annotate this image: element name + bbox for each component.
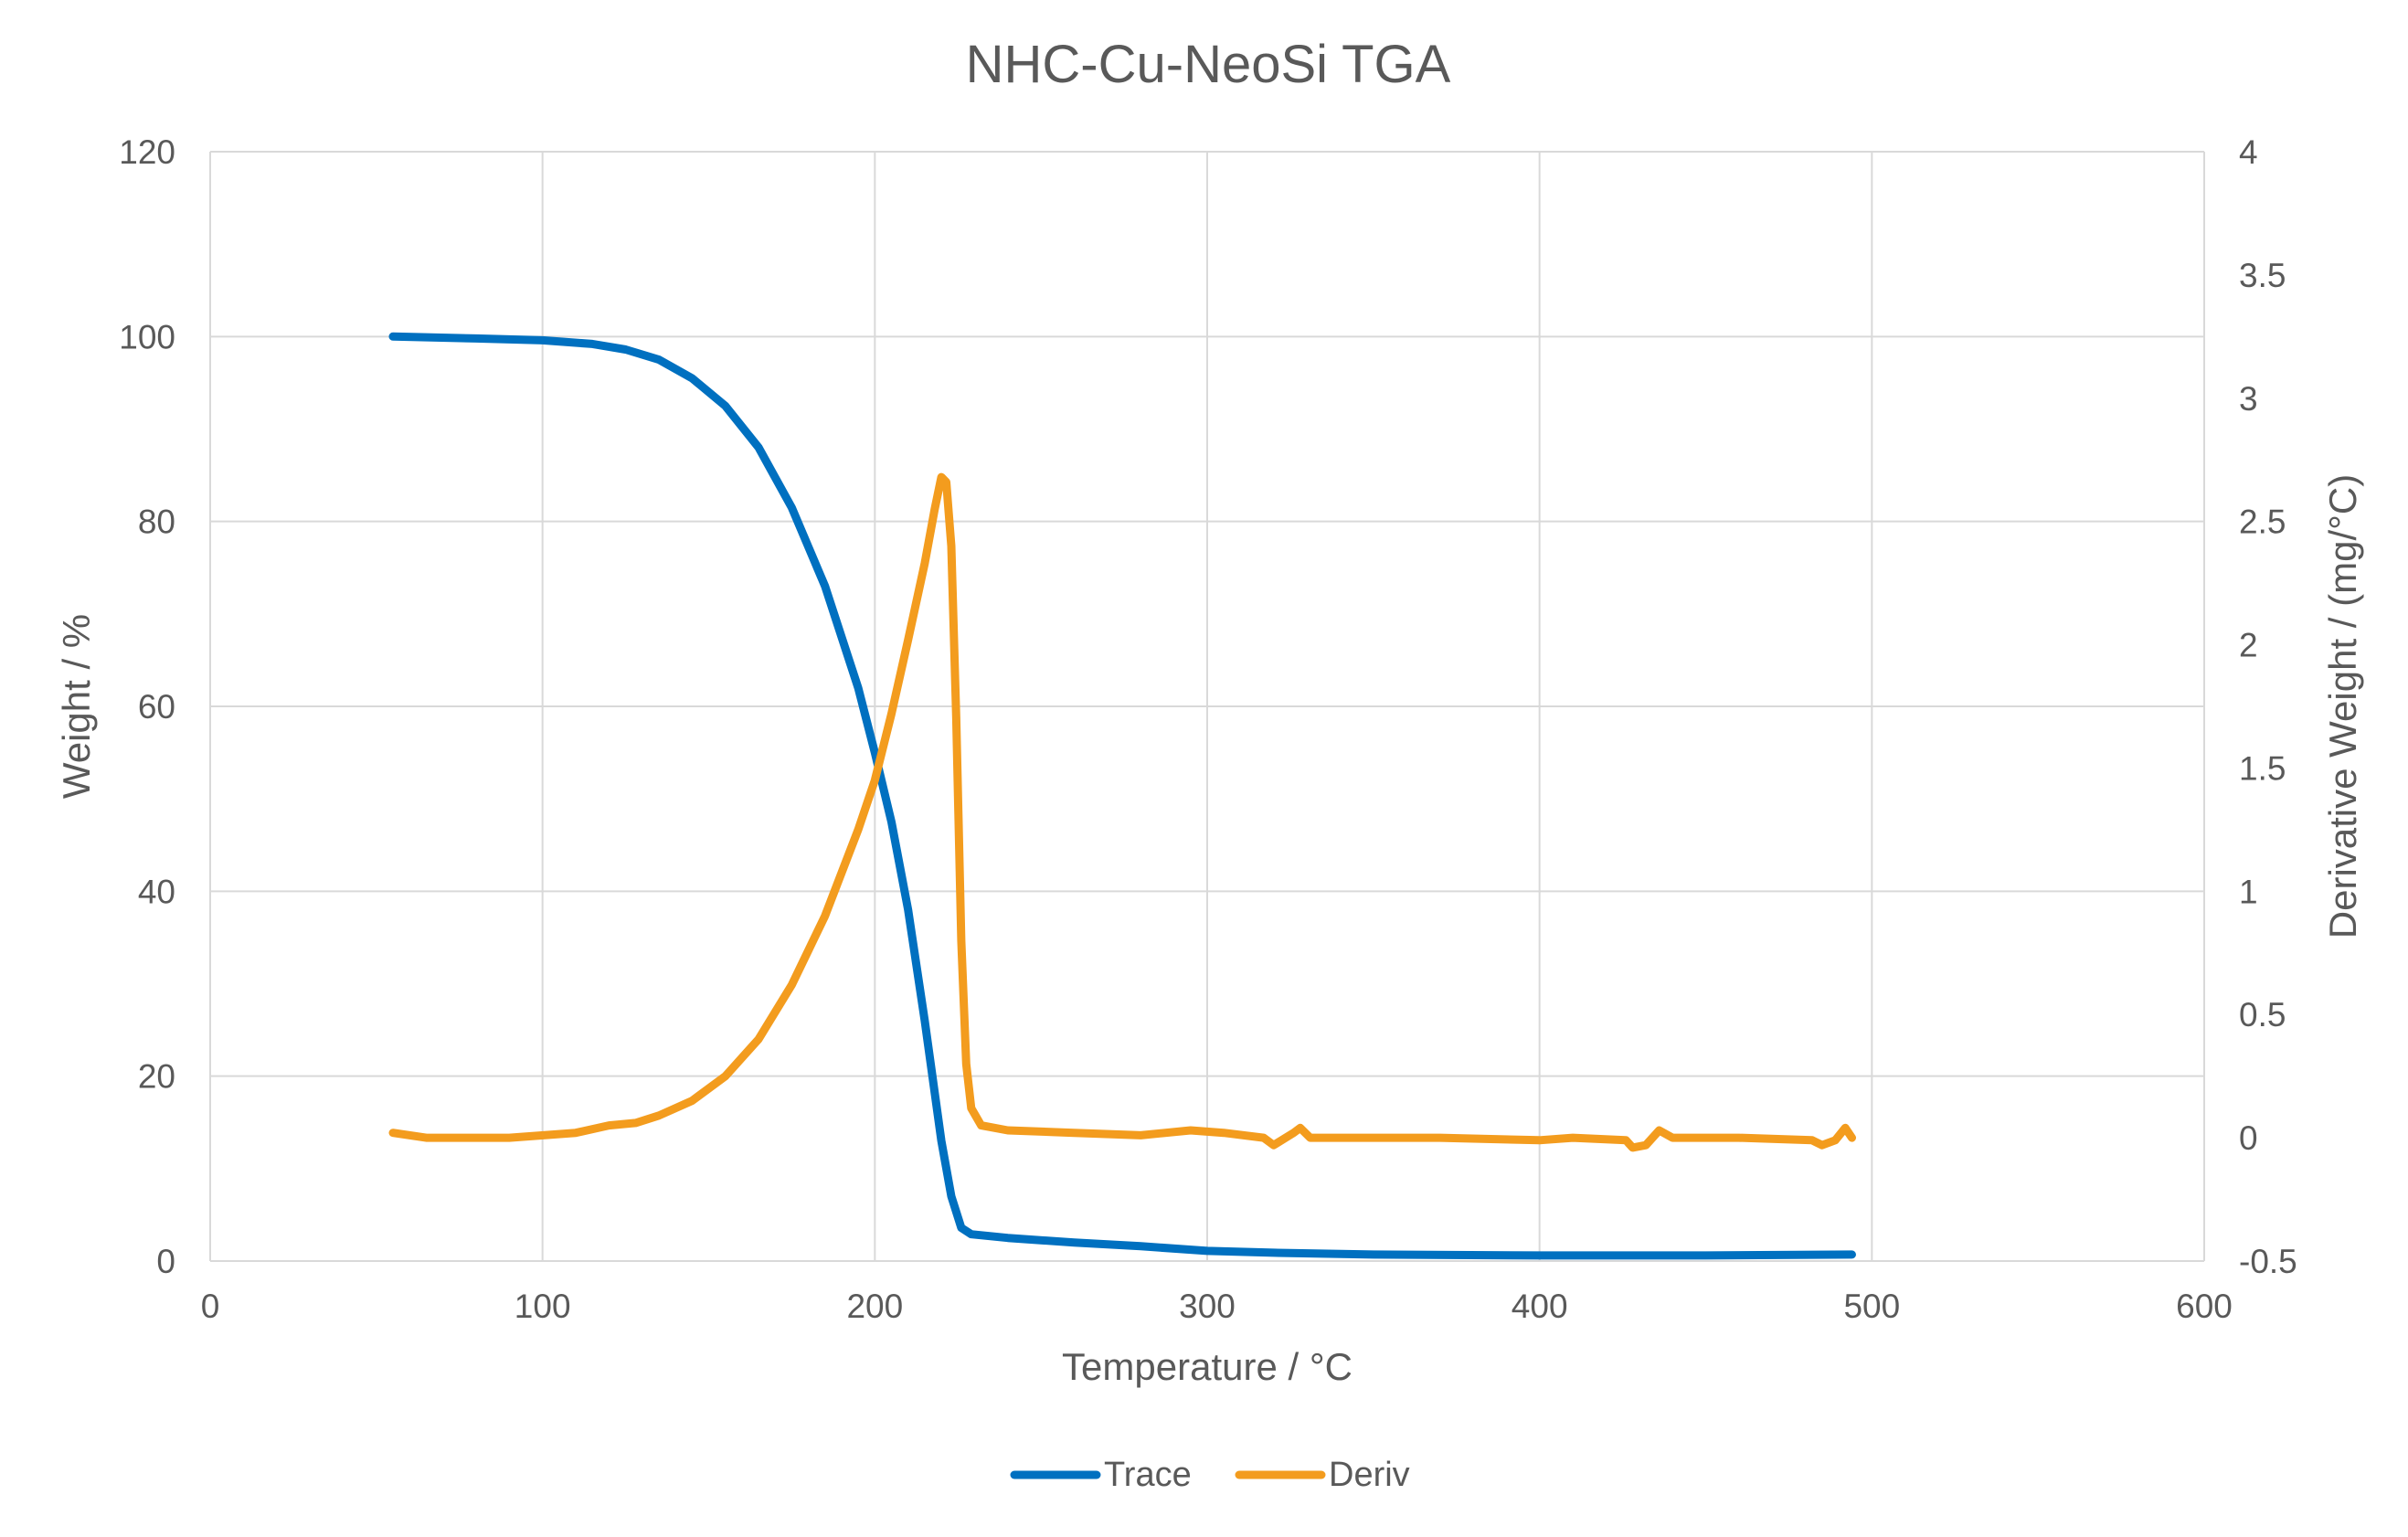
tick-labels: 0 20 40 60 80 100 120 0 100 200 300 400 500 600-0.5 0 0… <box>119 133 2297 1325</box>
y-tick-label: 80 <box>138 504 175 541</box>
legend-label-trace: Trace <box>1104 1456 1192 1494</box>
chart-title: NHC-Cu-NeoSi TGA <box>966 35 1451 94</box>
series-line-deriv <box>388 472 1856 1152</box>
y2-tick-label: 0 <box>2239 1119 2258 1157</box>
y2-tick-label: 2 <box>2239 627 2258 664</box>
y2-tick-label: 2.5 <box>2239 504 2286 541</box>
y2-tick-label: 1.5 <box>2239 749 2286 787</box>
x-tick-label: 400 <box>1512 1288 1568 1325</box>
gridlines <box>209 151 2205 1262</box>
y2-tick-label: 3.5 <box>2239 257 2286 294</box>
y-tick-label: 120 <box>119 133 175 171</box>
x-axis-label: Temperature / °C <box>1062 1345 1353 1388</box>
x-tick-label: 500 <box>1843 1288 1900 1325</box>
y2-tick-label: 3 <box>2239 380 2258 418</box>
y2-tick-label: 4 <box>2239 133 2258 171</box>
y2-tick-label: -0.5 <box>2239 1243 2297 1280</box>
y-tick-label: 20 <box>138 1058 175 1096</box>
series-lines <box>388 332 1856 1260</box>
y-tick-label: 100 <box>119 318 175 355</box>
y2-tick-label: 0.5 <box>2239 996 2286 1034</box>
x-tick-label: 300 <box>1179 1288 1236 1325</box>
y2-axis-label: Derivative Weight / (mg/°C) <box>2321 474 2364 938</box>
y2-tick-label: 1 <box>2239 873 2258 910</box>
x-tick-label: 200 <box>846 1288 903 1325</box>
y-tick-label: 60 <box>138 688 175 726</box>
x-tick-label: 100 <box>514 1288 571 1325</box>
y-tick-label: 0 <box>156 1243 175 1280</box>
x-tick-label: 600 <box>2176 1288 2233 1325</box>
legend: Trace Deriv <box>1010 1456 1410 1494</box>
y-tick-label: 40 <box>138 873 175 910</box>
x-tick-label: 0 <box>201 1288 220 1325</box>
y-axis-label: Weight / % <box>55 614 98 799</box>
series-line-trace <box>388 332 1856 1260</box>
legend-label-deriv: Deriv <box>1329 1456 1410 1494</box>
